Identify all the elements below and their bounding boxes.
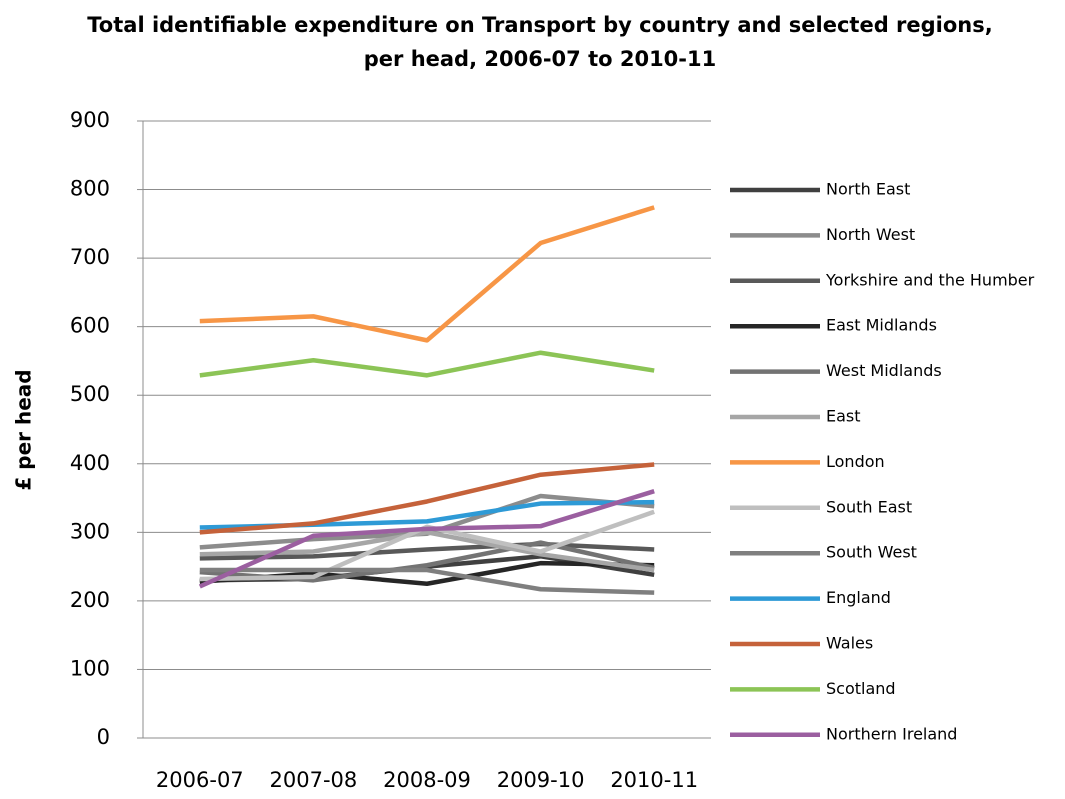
y-tick-label: 0 — [97, 725, 110, 749]
y-tick-label: 900 — [70, 108, 110, 132]
series-line — [199, 541, 655, 561]
y-tick-label: 500 — [70, 382, 110, 406]
y-tick-label: 100 — [70, 656, 110, 680]
series-line — [199, 499, 655, 530]
y-tick-label: 700 — [70, 245, 110, 269]
x-tick-label: 2006-07 — [156, 768, 244, 792]
series-line — [199, 205, 655, 343]
y-tick-label: 300 — [70, 519, 110, 543]
series-line — [199, 567, 655, 595]
legend-label: West Midlands — [826, 361, 942, 380]
legend-label: South West — [826, 543, 917, 562]
legend-label: Northern Ireland — [826, 724, 957, 743]
legend-label: England — [826, 588, 891, 607]
series-line — [199, 350, 655, 378]
x-tick-label: 2009-10 — [497, 768, 585, 792]
legend-label: Wales — [826, 634, 873, 653]
y-tick-label: 200 — [70, 588, 110, 612]
legend-label: North East — [826, 180, 910, 199]
legend-label: London — [826, 452, 885, 471]
x-tick-label: 2007-08 — [270, 768, 358, 792]
legend-label: Yorkshire and the Humber — [825, 270, 1035, 289]
legend-label: North West — [826, 225, 915, 244]
legend-label: Scotland — [826, 679, 896, 698]
chart-title: Total identifiable expenditure on Transp… — [87, 13, 993, 71]
series-line — [199, 462, 655, 535]
legend-label: East Midlands — [826, 316, 937, 335]
y-tick-label: 600 — [70, 314, 110, 338]
y-axis-label: £ per head — [12, 369, 36, 490]
series-line — [198, 489, 655, 589]
legend-label: South East — [826, 497, 912, 516]
x-tick-label: 2008-09 — [383, 768, 471, 792]
y-tick-label: 400 — [70, 451, 110, 475]
x-tick-label: 2010-11 — [610, 768, 698, 792]
y-tick-label: 800 — [70, 177, 110, 201]
legend-label: East — [826, 407, 861, 426]
